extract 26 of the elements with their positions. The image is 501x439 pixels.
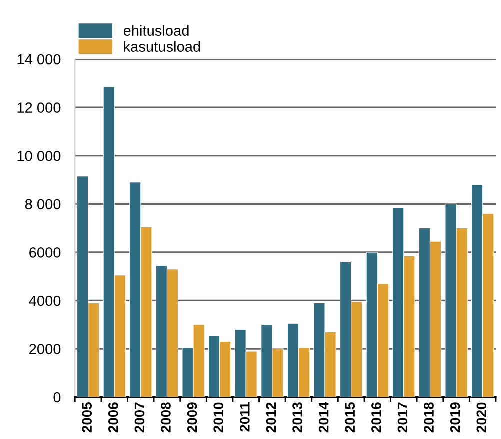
x-tick-label: 2010 [214, 402, 224, 433]
y-tick-label: 10 000 [18, 150, 61, 162]
y-tick-label: 0 [54, 392, 61, 403]
x-tick-label: 2008 [161, 402, 171, 433]
y-tick-label: 6000 [30, 248, 61, 258]
y-tick-label: 4000 [29, 296, 61, 306]
legend-label: ehitusload [124, 25, 189, 36]
y-tick-label: 8 000 [25, 199, 61, 210]
x-tick-label: 2013 [292, 402, 302, 433]
y-tick-label: 12 000 [18, 102, 61, 113]
x-tick-label: 2020 [476, 402, 487, 433]
x-tick-label: 2011 [240, 402, 250, 432]
x-tick-label: 2018 [424, 402, 434, 433]
x-tick-label: 2006 [108, 402, 118, 433]
x-tick-label: 2019 [450, 402, 460, 433]
legend-label: kasutusload [124, 41, 200, 52]
x-tick-label: 2016 [372, 402, 382, 433]
x-tick-label: 2009 [187, 402, 198, 433]
x-tick-label: 2005 [82, 402, 92, 433]
x-tick-label: 2015 [345, 402, 356, 433]
y-tick-label: 2000 [30, 344, 61, 354]
x-tick-label: 2017 [398, 402, 408, 433]
x-tick-label: 2012 [266, 402, 276, 433]
y-tick-label: 14 000 [18, 54, 61, 65]
x-tick-label: 2007 [134, 402, 145, 433]
x-tick-label: 2014 [318, 402, 329, 433]
